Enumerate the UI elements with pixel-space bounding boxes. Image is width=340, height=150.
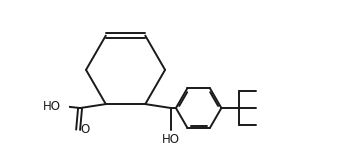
Text: HO: HO: [162, 133, 180, 146]
Text: HO: HO: [43, 100, 61, 112]
Text: O: O: [81, 123, 90, 136]
